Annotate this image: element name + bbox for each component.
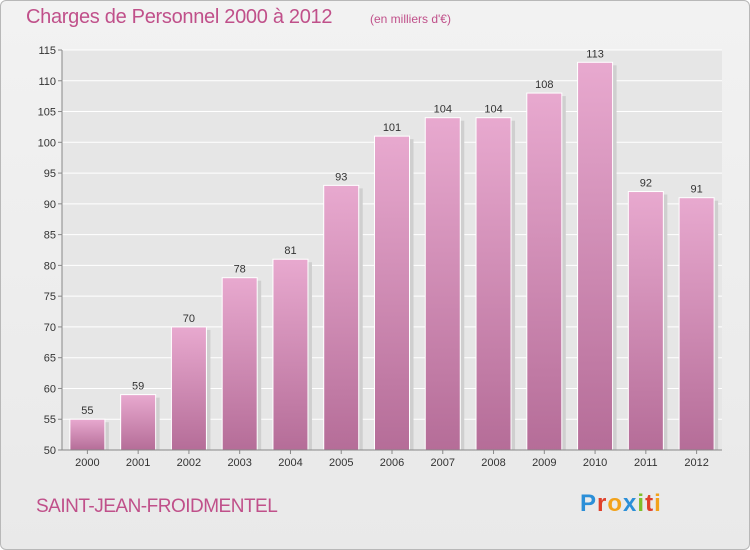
bar bbox=[475, 117, 512, 451]
y-tick-label: 50 bbox=[44, 445, 56, 457]
bar-value-label: 101 bbox=[383, 122, 401, 134]
y-tick-label: 100 bbox=[38, 137, 56, 149]
chart-title: Charges de Personnel 2000 à 2012 bbox=[26, 6, 333, 28]
x-tick-label: 2010 bbox=[583, 457, 607, 469]
x-tick-label: 2001 bbox=[126, 457, 150, 469]
bar bbox=[69, 418, 106, 451]
bar bbox=[272, 258, 309, 451]
x-tick-label: 2012 bbox=[684, 457, 708, 469]
x-tick-label: 2000 bbox=[75, 457, 99, 469]
commune-name: SAINT-JEAN-FROIDMENTEL bbox=[36, 496, 278, 517]
y-tick-label: 110 bbox=[38, 76, 56, 88]
proxiti-logo: Proxiti bbox=[580, 490, 662, 518]
bar-value-label: 93 bbox=[335, 171, 347, 183]
logo-letter: o bbox=[607, 490, 624, 517]
y-tick-label: 60 bbox=[44, 383, 56, 395]
logo-letter: P bbox=[580, 490, 598, 517]
x-tick-label: 2008 bbox=[481, 457, 505, 469]
data-labels: 55 59 70 78 81 93 101 104 104 108 113 92 91 bbox=[81, 48, 702, 417]
chart-subtitle: (en milliers d'€) bbox=[370, 12, 451, 26]
bar-value-label: 59 bbox=[132, 381, 144, 393]
x-tick-label: 2009 bbox=[532, 457, 556, 469]
bar-value-label: 92 bbox=[640, 178, 652, 190]
logo-letter: i bbox=[637, 490, 646, 517]
bar bbox=[374, 135, 410, 451]
bar bbox=[221, 277, 258, 451]
x-tick-label: 2004 bbox=[278, 457, 302, 469]
bar-value-label: 108 bbox=[535, 79, 553, 91]
bar bbox=[526, 92, 563, 451]
bar-value-label: 78 bbox=[234, 264, 246, 276]
y-axis: 50 55 60 65 70 75 80 85 90 95 100 105 110 115 bbox=[38, 45, 63, 457]
logo-letter: x bbox=[623, 490, 638, 517]
y-tick-label: 85 bbox=[44, 230, 56, 242]
bar-value-label: 70 bbox=[183, 313, 195, 325]
bar bbox=[424, 117, 461, 451]
x-tick-label: 2002 bbox=[177, 457, 201, 469]
bar-value-label: 104 bbox=[434, 104, 452, 116]
y-tick-label: 90 bbox=[44, 199, 56, 211]
x-tick-label: 2006 bbox=[380, 457, 404, 469]
bar-value-label: 91 bbox=[690, 184, 702, 196]
bar-value-label: 104 bbox=[484, 104, 502, 116]
bar-value-label: 113 bbox=[586, 48, 604, 60]
x-tick-label: 2005 bbox=[329, 457, 353, 469]
y-tick-label: 70 bbox=[44, 322, 56, 334]
y-tick-label: 105 bbox=[38, 107, 56, 119]
y-tick-label: 55 bbox=[44, 414, 56, 426]
bar-value-label: 81 bbox=[284, 245, 296, 257]
y-tick-label: 95 bbox=[44, 168, 56, 180]
x-tick-label: 2011 bbox=[634, 457, 658, 469]
y-tick-label: 115 bbox=[38, 45, 56, 57]
bar bbox=[627, 191, 664, 451]
y-tick-label: 65 bbox=[44, 353, 56, 365]
logo-letter: t bbox=[645, 490, 655, 517]
y-tick-label: 75 bbox=[44, 291, 56, 303]
logo-letter: i bbox=[654, 490, 662, 517]
bar bbox=[170, 326, 207, 451]
x-axis: 2000 2001 2002 2003 2004 2005 2006 2007 2008 2009… bbox=[62, 449, 722, 469]
bar bbox=[120, 394, 157, 451]
x-tick-label: 2007 bbox=[431, 457, 455, 469]
y-tick-label: 80 bbox=[44, 260, 56, 272]
bar bbox=[678, 197, 715, 451]
bar-layer bbox=[69, 61, 715, 451]
bar bbox=[323, 184, 360, 451]
x-tick-label: 2003 bbox=[227, 457, 251, 469]
logo-letter: r bbox=[597, 490, 608, 517]
bar-value-label: 55 bbox=[81, 405, 93, 417]
bar bbox=[577, 61, 614, 451]
